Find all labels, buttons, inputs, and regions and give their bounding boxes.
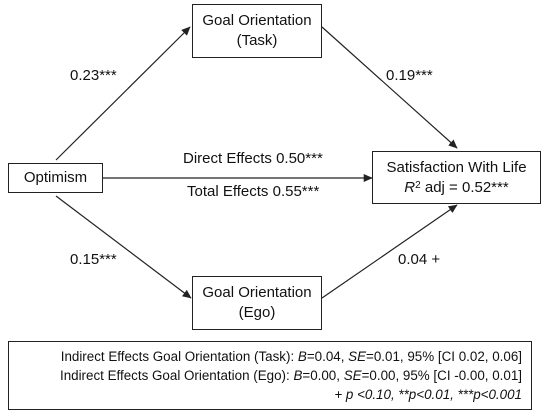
indirect-effects-task-line: Indirect Effects Goal Orientation (Task)… (17, 347, 522, 366)
total-effects-label: Total Effects 0.55*** (187, 183, 320, 200)
significance-legend: + p <0.10, **p<0.01, ***p<0.001 (334, 387, 522, 402)
indirect-effects-notes: Indirect Effects Goal Orientation (Task)… (8, 341, 532, 410)
r-squared-symbol: R (404, 178, 416, 196)
goal-orientation-ego-node: Goal Orientation (Ego) (192, 276, 322, 330)
task-b-value: =0.04, (306, 349, 349, 364)
goal-orientation-task-title: Goal Orientation (202, 12, 312, 29)
goal-orientation-ego-title: Goal Orientation (202, 284, 312, 301)
arrow-task-to-swl (321, 26, 458, 149)
task-indirect-prefix: Indirect Effects Goal Orientation (Task)… (60, 349, 298, 364)
ego-se-label: SE (343, 368, 362, 383)
optimism-to-ego-coefficient: 0.15*** (70, 251, 117, 268)
r-squared-value: adj = 0.52*** (420, 178, 509, 196)
r-squared-line: R2 adj = 0.52*** (404, 178, 508, 198)
optimism-to-task-coefficient: 0.23*** (70, 67, 117, 84)
optimism-label: Optimism (23, 169, 88, 186)
task-b-label: B (297, 349, 307, 364)
goal-orientation-task-node: Goal Orientation (Task) (192, 4, 322, 58)
satisfaction-with-life-title: Satisfaction With Life (386, 158, 527, 176)
ego-indirect-prefix: Indirect Effects Goal Orientation (Ego): (59, 368, 294, 383)
ego-b-value: =0.00, (302, 368, 344, 383)
r-squared-superscript: 2 (415, 179, 421, 191)
indirect-effects-ego-line: Indirect Effects Goal Orientation (Ego):… (17, 366, 522, 385)
task-to-swl-coefficient: 0.19*** (386, 67, 433, 84)
satisfaction-with-life-node: Satisfaction With Life R2 adj = 0.52*** (372, 151, 541, 204)
optimism-node: Optimism (8, 163, 103, 193)
goal-orientation-task-subtitle: (Task) (236, 32, 278, 49)
ego-to-swl-coefficient: 0.04 + (398, 251, 441, 268)
arrow-ego-to-swl (321, 204, 458, 299)
arrow-optimism-to-ego (55, 195, 192, 299)
task-se-label: SE (348, 349, 367, 364)
arrow-optimism-to-task (55, 26, 191, 161)
goal-orientation-ego-subtitle: (Ego) (238, 304, 276, 321)
task-se-value: =0.01, 95% [CI 0.02, 0.06] (366, 349, 522, 364)
ego-se-value: =0.00, 95% [CI -0.00, 0.01] (361, 368, 522, 383)
ego-b-label: B (293, 368, 303, 383)
direct-effects-label: Direct Effects 0.50*** (183, 150, 323, 167)
